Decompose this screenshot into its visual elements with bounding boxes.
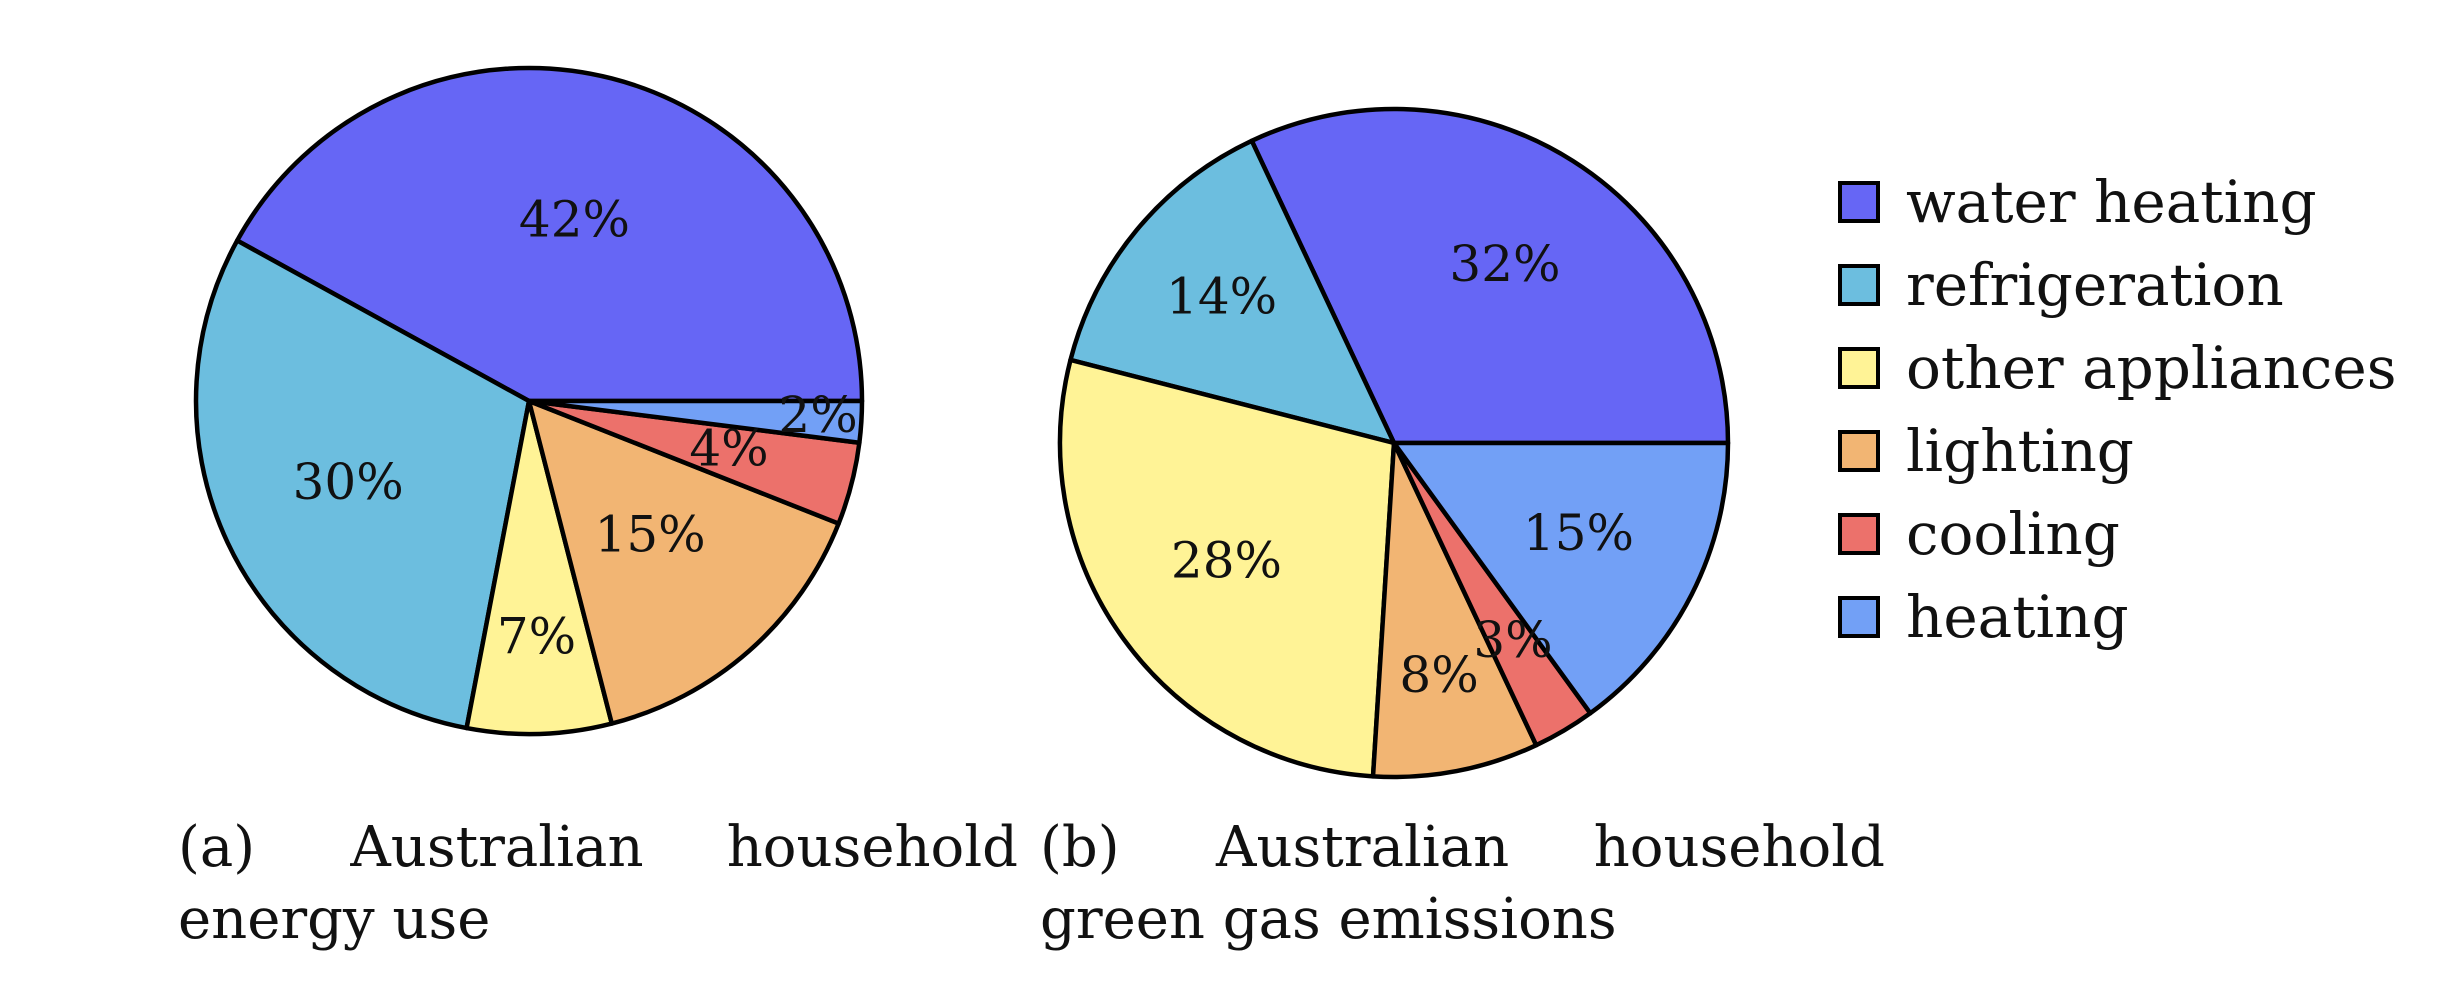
caption-tag: (b)	[1040, 815, 1120, 880]
legend: water heating refrigeration other applia…	[1838, 160, 2397, 658]
pie-slice-refrigeration	[193, 238, 532, 731]
pie-slice-other-appliances	[1057, 357, 1397, 779]
slice-label: 14%	[1166, 267, 1277, 325]
pie-slice-refrigeration	[1068, 138, 1397, 446]
legend-swatch	[1838, 595, 1880, 638]
legend-label: water heating	[1906, 167, 2317, 236]
caption-b: (b) Australian household green gas emiss…	[1040, 812, 1885, 956]
caption-tag: (a)	[178, 815, 256, 880]
legend-label: other appliances	[1906, 333, 2397, 402]
slice-label: 4%	[689, 419, 768, 477]
caption-a: (a) Australian household energy use	[178, 812, 1018, 956]
legend-label: lighting	[1906, 416, 2134, 485]
legend-item-heating: heating	[1838, 575, 2397, 658]
caption-text: Australian household green gas emissions	[1040, 815, 1885, 952]
pie-slice-lighting	[1370, 440, 1539, 780]
legend-item-cooling: cooling	[1838, 492, 2397, 575]
legend-swatch	[1838, 512, 1880, 555]
pie-slice-heating	[1391, 440, 1731, 716]
slice-label: 3%	[1473, 611, 1552, 669]
pie-chart-b: 32% 14% 28% 8%3% 15%	[1057, 106, 1731, 780]
pie-slice-water-heating	[234, 65, 865, 404]
slice-label: 2%	[778, 386, 857, 444]
legend-swatch	[1838, 429, 1880, 472]
legend-swatch	[1838, 263, 1880, 306]
pie-slice-other-appliances	[464, 398, 615, 737]
slice-label: 30%	[293, 453, 404, 511]
pie-slice-heating	[526, 398, 865, 445]
slice-label: 15%	[595, 505, 706, 563]
legend-label: heating	[1906, 582, 2129, 651]
legend-item-water-heating: water heating	[1838, 160, 2397, 243]
legend-label: cooling	[1906, 499, 2120, 568]
legend-item-lighting: lighting	[1838, 409, 2397, 492]
legend-item-refrigeration: refrigeration	[1838, 243, 2397, 326]
slice-label: 32%	[1449, 235, 1560, 293]
slice-label: 8%	[1399, 646, 1478, 704]
pie-slice-water-heating	[1249, 106, 1731, 446]
pie-chart-a: 42% 30% 7% 15% 4%2%	[193, 65, 865, 737]
pie-slice-lighting	[526, 398, 841, 726]
slice-label: 42%	[519, 191, 630, 249]
slice-label: 15%	[1523, 504, 1634, 562]
caption-text: Australian household energy use	[178, 815, 1018, 952]
legend-label: refrigeration	[1906, 250, 2284, 319]
legend-swatch	[1838, 180, 1880, 223]
legend-item-other-appliances: other appliances	[1838, 326, 2397, 409]
legend-swatch	[1838, 346, 1880, 389]
slice-label: 7%	[497, 608, 576, 666]
slice-label: 28%	[1171, 532, 1282, 590]
